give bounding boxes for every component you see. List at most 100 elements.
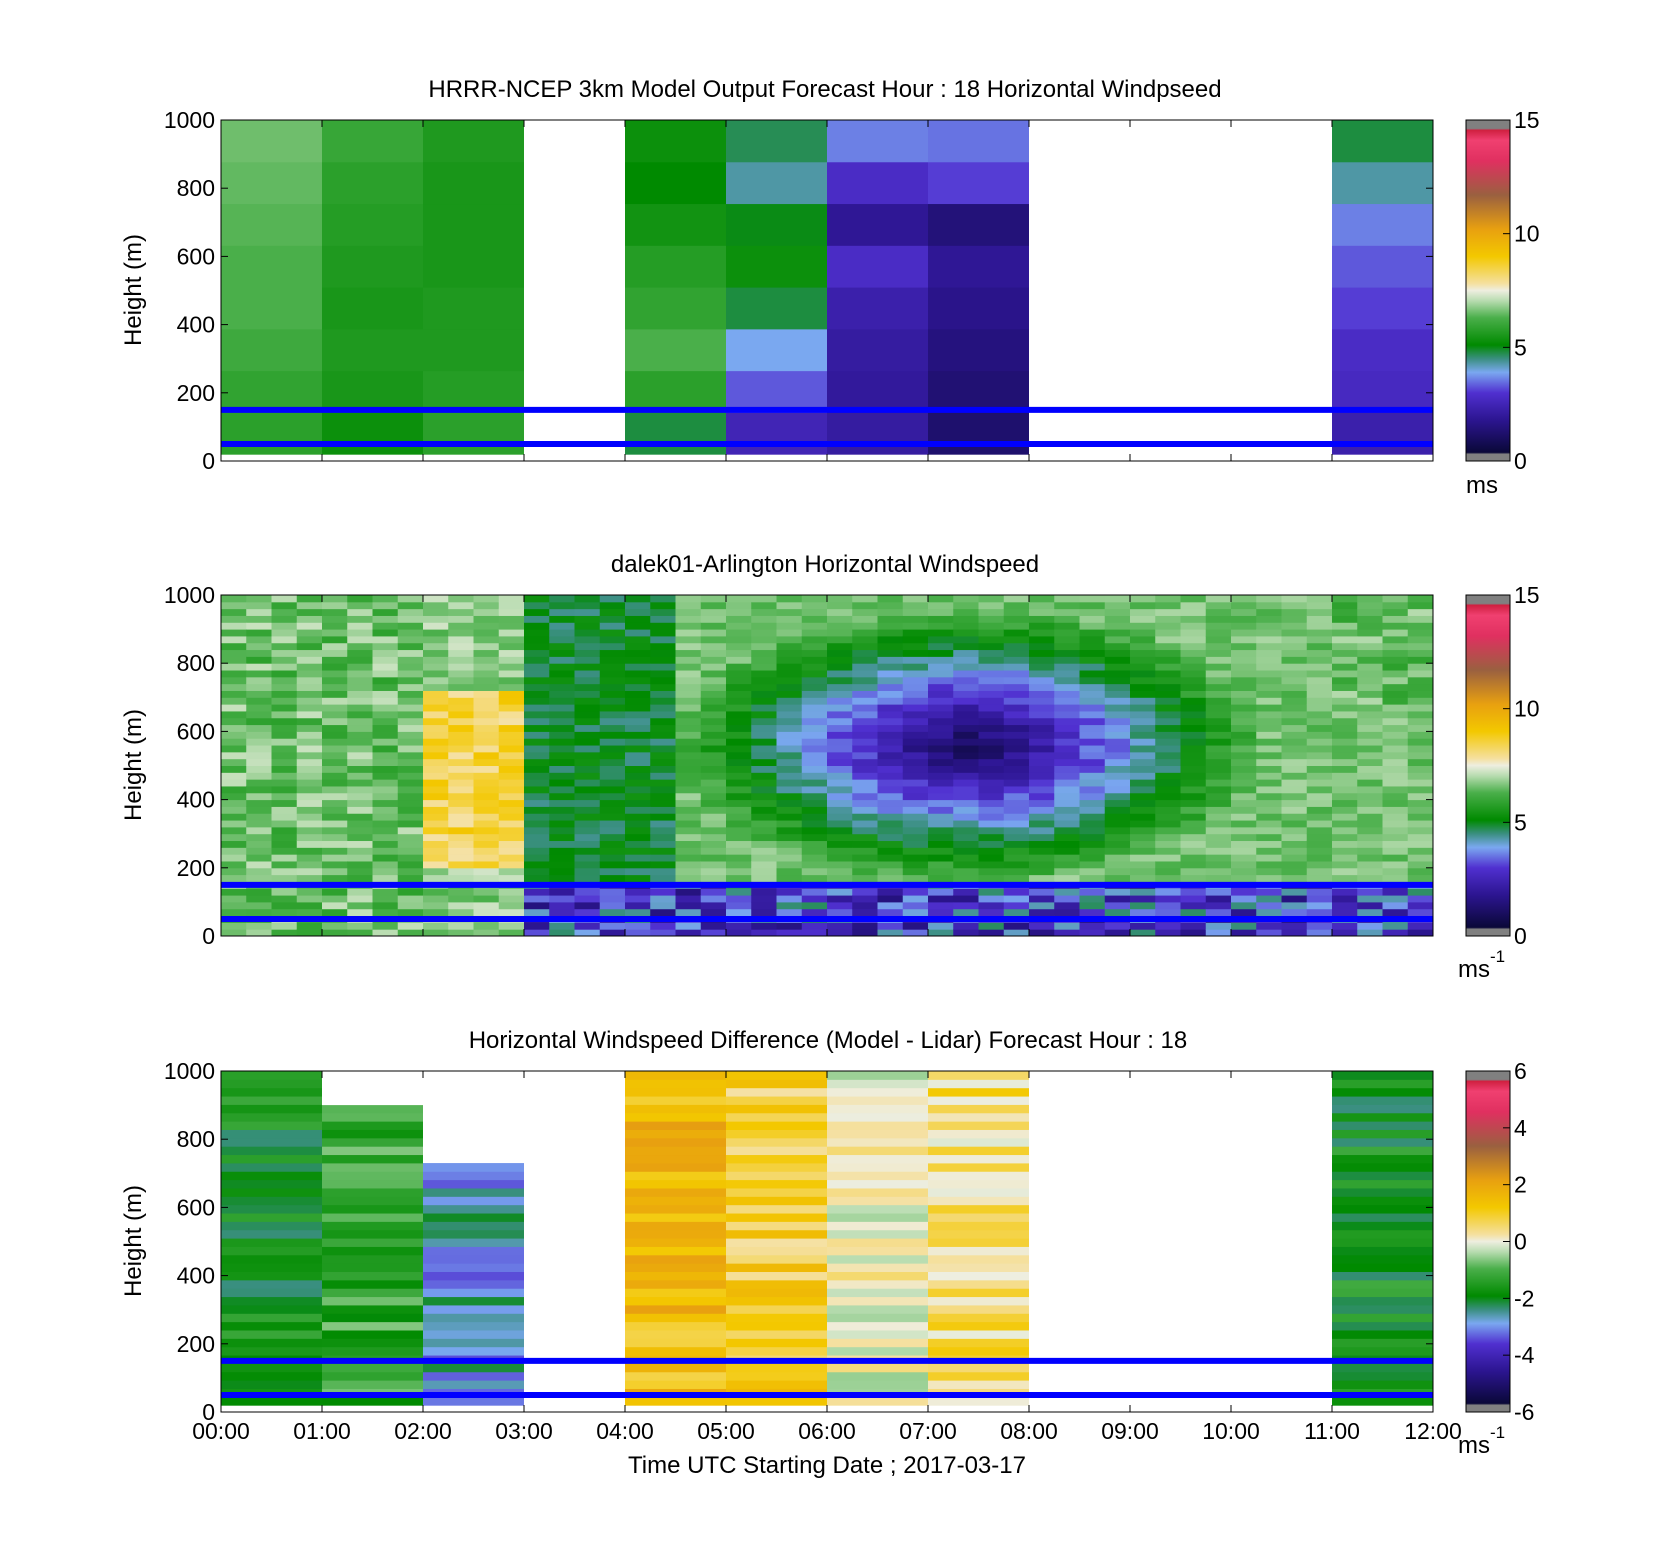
lidar-cell bbox=[625, 615, 651, 623]
lidar-cell bbox=[423, 642, 449, 651]
lidar-cell bbox=[1130, 874, 1156, 882]
lidar-cell bbox=[978, 792, 1005, 801]
lidar-cell bbox=[473, 901, 500, 910]
lidar-cell bbox=[322, 615, 348, 623]
lidar-cell bbox=[524, 670, 550, 678]
lidar-cell bbox=[953, 860, 979, 869]
lidar-cell bbox=[902, 799, 929, 807]
lidar-cell bbox=[726, 765, 752, 773]
lidar-cell bbox=[902, 738, 929, 746]
lidar-cell bbox=[1306, 806, 1333, 814]
lidar-cell bbox=[271, 731, 298, 739]
lidar-cell bbox=[801, 738, 828, 746]
difference-cell bbox=[322, 1162, 423, 1172]
lidar-cell bbox=[700, 826, 727, 835]
lidar-cell bbox=[1306, 929, 1333, 937]
lidar-cell bbox=[953, 635, 979, 644]
lidar-cell bbox=[1382, 724, 1409, 732]
lidar-cell bbox=[625, 635, 651, 644]
lidar-cell bbox=[372, 792, 399, 801]
lidar-cell bbox=[1079, 806, 1106, 814]
lidar-cell bbox=[751, 779, 777, 787]
lidar-cell bbox=[978, 622, 1005, 630]
difference-cell bbox=[1332, 1096, 1433, 1105]
lidar-cell bbox=[498, 683, 525, 691]
lidar-cell bbox=[372, 629, 399, 637]
lidar-cell bbox=[1256, 895, 1282, 903]
lidar-cell bbox=[1407, 813, 1434, 821]
model-cell bbox=[1332, 203, 1433, 246]
lidar-cell bbox=[1180, 799, 1207, 807]
difference-cell bbox=[423, 1321, 524, 1331]
difference-cell bbox=[322, 1137, 423, 1147]
lidar-cell bbox=[801, 772, 828, 780]
lidar-cell bbox=[700, 622, 727, 630]
lidar-cell bbox=[271, 635, 298, 644]
lidar-cell bbox=[1281, 772, 1308, 780]
lidar-cell bbox=[221, 683, 247, 691]
lidar-cell bbox=[1407, 854, 1434, 862]
lidar-cell bbox=[296, 710, 323, 719]
colorbar-tick-label: -4 bbox=[1514, 1342, 1535, 1368]
lidar-cell bbox=[877, 888, 904, 896]
difference-cell bbox=[322, 1288, 423, 1298]
lidar-cell bbox=[1407, 635, 1434, 644]
lidar-cell bbox=[347, 847, 373, 855]
lidar-cell bbox=[1306, 663, 1333, 671]
lidar-cell bbox=[1029, 895, 1055, 903]
lidar-cell bbox=[1079, 813, 1106, 821]
lidar-cell bbox=[1054, 867, 1080, 876]
lidar-cell bbox=[549, 874, 575, 882]
lidar-cell bbox=[1029, 929, 1055, 937]
lidar-cell bbox=[776, 690, 803, 698]
lidar-cell bbox=[1306, 601, 1333, 610]
lidar-cell bbox=[1180, 922, 1207, 930]
lidar-cell bbox=[423, 813, 449, 821]
lidar-cell bbox=[1205, 731, 1232, 739]
lidar-cell bbox=[726, 901, 752, 910]
model-cell bbox=[827, 328, 928, 372]
lidar-cell bbox=[751, 656, 777, 664]
lidar-cell bbox=[1104, 785, 1131, 794]
lidar-cell bbox=[1231, 615, 1257, 623]
lidar-cell bbox=[1079, 888, 1106, 896]
lidar-cell bbox=[1155, 908, 1181, 917]
lidar-cell bbox=[1281, 710, 1308, 719]
lidar-cell bbox=[1003, 663, 1030, 671]
lidar-cell bbox=[1205, 785, 1232, 794]
lidar-cell bbox=[726, 649, 752, 657]
x-tick-label: 09:00 bbox=[1101, 1418, 1159, 1444]
lidar-cell bbox=[397, 785, 424, 794]
lidar-cell bbox=[650, 724, 676, 732]
lidar-cell bbox=[1231, 888, 1257, 896]
lidar-cell bbox=[574, 847, 601, 855]
lidar-cell bbox=[625, 731, 651, 739]
lidar-cell bbox=[347, 840, 373, 848]
lidar-cell bbox=[1231, 772, 1257, 780]
lidar-cell bbox=[726, 820, 752, 828]
difference-cell bbox=[726, 1179, 827, 1189]
lidar-cell bbox=[726, 738, 752, 746]
y-tick-label: 800 bbox=[177, 650, 215, 676]
lidar-cell bbox=[827, 622, 853, 630]
lidar-cell bbox=[1407, 820, 1434, 828]
lidar-cell bbox=[1054, 826, 1080, 835]
lidar-cell bbox=[1003, 901, 1030, 910]
lidar-cell bbox=[625, 690, 651, 698]
lidar-cell bbox=[1104, 697, 1131, 705]
lidar-cell bbox=[1231, 670, 1257, 678]
lidar-cell bbox=[700, 595, 727, 603]
lidar-cell bbox=[221, 826, 247, 835]
difference-cell bbox=[726, 1246, 827, 1256]
lidar-cell bbox=[397, 847, 424, 855]
lidar-cell bbox=[1231, 649, 1257, 657]
lidar-cell bbox=[700, 908, 727, 917]
lidar-cell bbox=[524, 860, 550, 869]
lidar-cell bbox=[726, 860, 752, 869]
lidar-cell bbox=[599, 847, 626, 855]
lidar-cell bbox=[801, 710, 828, 719]
lidar-cell bbox=[221, 676, 247, 685]
lidar-cell bbox=[397, 738, 424, 746]
colorbar-tick-label: 2 bbox=[1514, 1172, 1527, 1198]
lidar-cell bbox=[549, 629, 575, 637]
